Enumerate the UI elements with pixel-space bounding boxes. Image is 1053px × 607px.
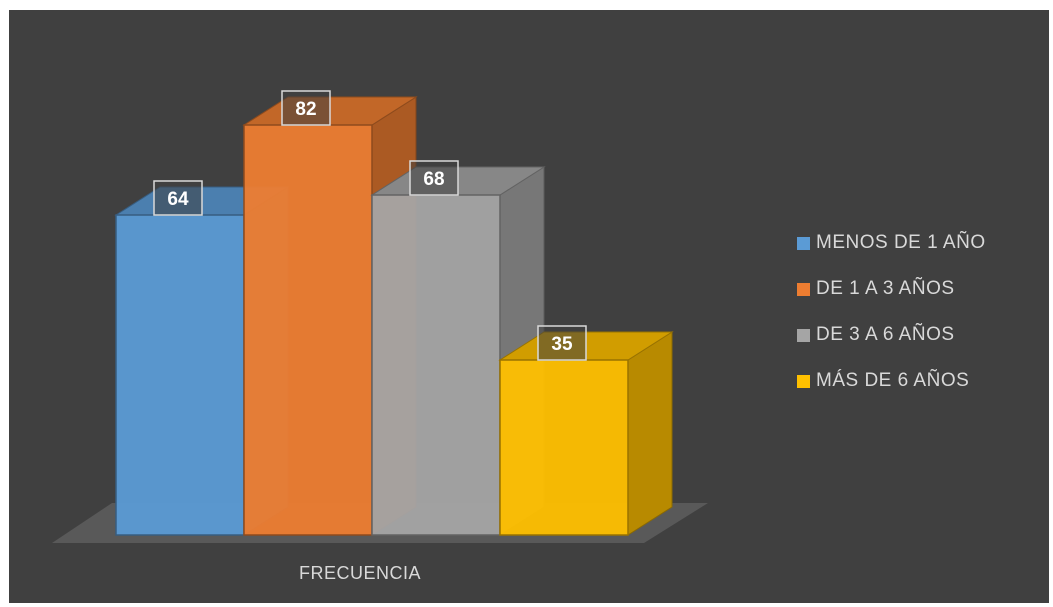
legend-swatch [797, 329, 810, 342]
legend-label: MÁS DE 6 AÑOS [816, 370, 969, 392]
bar-side [628, 332, 672, 535]
data-label: 35 [538, 326, 586, 360]
data-label-text: 68 [423, 169, 444, 190]
legend-swatch [797, 283, 810, 296]
legend-item: MÁS DE 6 AÑOS [797, 366, 1047, 396]
legend: MENOS DE 1 AÑO DE 1 A 3 AÑOS DE 3 A 6 AÑ… [797, 228, 1047, 412]
legend-item: DE 1 A 3 AÑOS [797, 274, 1047, 304]
bar [500, 332, 672, 535]
legend-label: MENOS DE 1 AÑO [816, 232, 986, 254]
bar-front [372, 195, 500, 535]
category-label: FRECUENCIA [200, 563, 520, 584]
data-label: 68 [410, 161, 458, 195]
legend-item: DE 3 A 6 AÑOS [797, 320, 1047, 350]
data-label: 64 [154, 181, 202, 215]
legend-swatch [797, 237, 810, 250]
legend-label: DE 3 A 6 AÑOS [816, 324, 955, 346]
bar-front [116, 215, 244, 535]
legend-label: DE 1 A 3 AÑOS [816, 278, 955, 300]
data-label: 82 [282, 91, 330, 125]
legend-item: MENOS DE 1 AÑO [797, 228, 1047, 258]
bar-front [500, 360, 628, 535]
legend-swatch [797, 375, 810, 388]
bar-front [244, 125, 372, 535]
data-label-text: 35 [551, 334, 573, 355]
data-label-text: 64 [167, 189, 189, 210]
data-label-text: 82 [295, 99, 316, 120]
